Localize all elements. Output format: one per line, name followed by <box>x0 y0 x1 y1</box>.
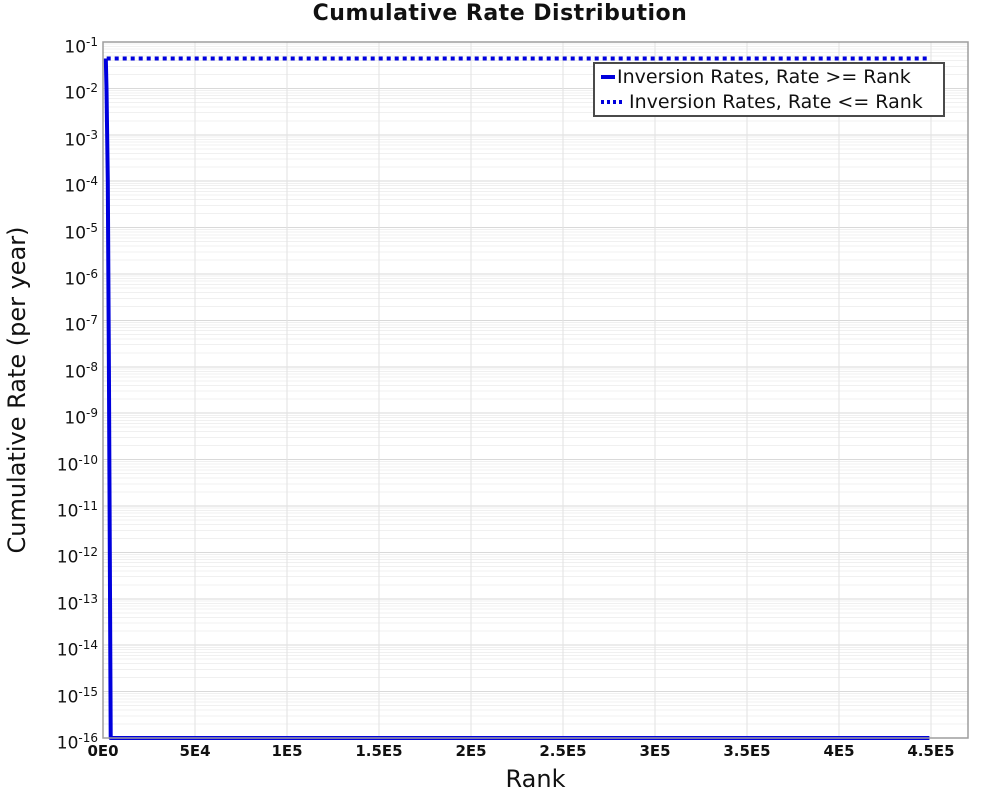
x-tick-label: 3E5 <box>639 742 671 760</box>
y-tick-label: 10-7 <box>64 313 98 336</box>
legend-label: Inversion Rates, Rate <= Rank <box>629 90 923 113</box>
y-tick-label: 10-11 <box>56 499 98 522</box>
y-tick-label: 10-13 <box>56 592 98 615</box>
x-tick-label: 5E4 <box>179 742 211 760</box>
y-tick-label: 10-4 <box>64 174 98 197</box>
x-tick-label: 2E5 <box>455 742 487 760</box>
x-tick-label: 1.5E5 <box>355 742 403 760</box>
legend-item-rate-ge-rank: Inversion Rates, Rate >= Rank <box>601 66 939 88</box>
x-tick-label: 4.5E5 <box>907 742 955 760</box>
y-tick-label: 10-12 <box>56 545 98 568</box>
y-tick-label: 10-14 <box>56 638 98 661</box>
y-tick-label: 10-2 <box>64 81 98 104</box>
y-tick-label: 10-9 <box>64 406 98 429</box>
y-tick-label: 10-10 <box>56 453 98 476</box>
x-tick-label: 3.5E5 <box>723 742 771 760</box>
minor-gridlines <box>103 43 968 725</box>
major-gridlines <box>103 41 968 739</box>
legend-label: Inversion Rates, Rate >= Rank <box>617 66 911 89</box>
chart-title: Cumulative Rate Distribution <box>312 1 688 26</box>
x-tick-label: 4E5 <box>823 742 855 760</box>
legend-item-rate-le-rank: Inversion Rates, Rate <= Rank <box>601 91 939 113</box>
dotted-line-swatch <box>601 99 623 104</box>
solid-line-swatch <box>601 75 615 80</box>
y-tick-label: 10-1 <box>64 35 98 58</box>
series-lines <box>103 56 930 740</box>
y-tick-label: 10-6 <box>64 267 98 290</box>
x-tick-label: 0E0 <box>87 742 119 760</box>
y-tick-label: 10-8 <box>64 360 98 383</box>
y-tick-label: 10-3 <box>64 128 98 151</box>
y-tick-label: 10-15 <box>56 685 98 708</box>
plot-border <box>102 41 969 739</box>
x-axis-label: Rank <box>505 765 566 793</box>
y-tick-label: 10-16 <box>56 731 98 754</box>
x-tick-label: 1E5 <box>271 742 303 760</box>
legend: Inversion Rates, Rate >= Rank Inversion … <box>593 62 945 117</box>
x-tick-label: 2.5E5 <box>539 742 587 760</box>
y-tick-label: 10-5 <box>64 221 98 244</box>
